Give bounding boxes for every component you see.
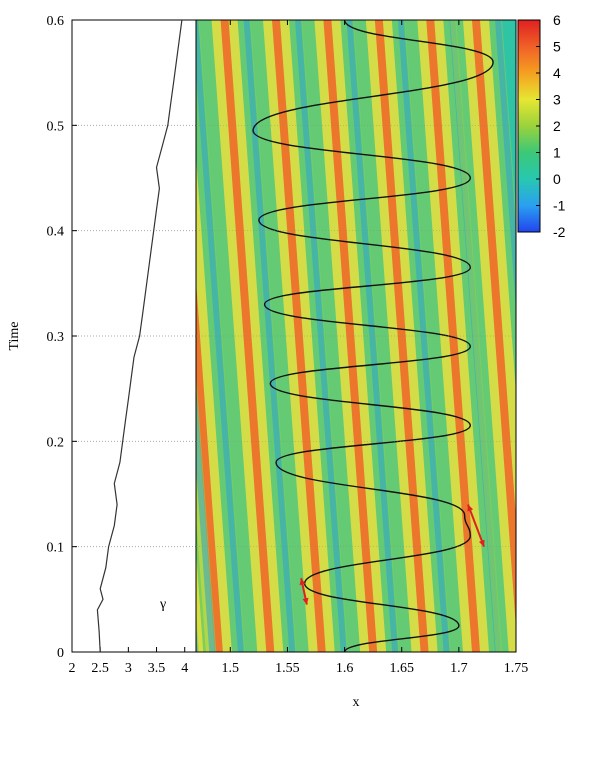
colorbar-tick-label: 4	[553, 65, 561, 81]
gamma-panel-frame	[71, 19, 197, 653]
colorbar-tick-label: -1	[553, 198, 566, 214]
y-tick-label: 0.4	[47, 225, 65, 240]
gamma-x-tick-label: 2.5	[91, 661, 109, 676]
y-tick-label: 0.5	[47, 119, 65, 134]
y-tick-label: 0.1	[47, 541, 65, 556]
gamma-annotation: γ	[159, 597, 166, 612]
gamma-x-tick-label: 3	[125, 661, 132, 676]
stripe-trough	[397, 20, 450, 652]
stripe-core	[426, 20, 480, 652]
red-arrow-head	[299, 578, 306, 586]
y-tick-label: 0.3	[47, 330, 65, 345]
stripe-trough	[346, 20, 399, 652]
stripe-mid	[463, 20, 516, 652]
stripe-trough	[196, 385, 216, 652]
x-axis-label: x	[353, 695, 360, 710]
stripe-trough	[196, 622, 199, 652]
colorbar-tick-label: 5	[553, 39, 561, 55]
colorbar-tick-label: -2	[553, 224, 566, 240]
colorbar-tick-label: 1	[553, 145, 561, 161]
heatmap-x-tick-label: 1.7	[450, 661, 468, 676]
heatmap-x-tick-label: 1.75	[504, 661, 529, 676]
y-tick-label: 0	[57, 646, 64, 661]
heatmap-x-tick-label: 1.6	[336, 661, 354, 676]
red-arrow-head	[302, 597, 309, 605]
stripe-core	[323, 20, 378, 652]
y-tick-label: 0.2	[47, 435, 65, 450]
trajectory-line	[252, 20, 494, 652]
stripe-trough	[495, 20, 516, 311]
stripe-trough	[196, 20, 244, 652]
red-arrow	[467, 504, 485, 548]
red-arrow-head	[467, 504, 474, 512]
heatmap-x-tick-label: 1.5	[222, 661, 240, 676]
colorbar-tick-label: 6	[553, 12, 561, 28]
colorbar-tick-label: 2	[553, 118, 561, 134]
heatmap-gridlines	[196, 124, 516, 548]
colorbar-ticks: 6 5 4 3 2 1 0 -1 -2	[536, 12, 566, 240]
stripe-outer	[196, 371, 217, 652]
stripe-trough	[243, 20, 296, 652]
red-arrow-head	[478, 539, 485, 547]
y-tick-label: 0.6	[47, 14, 65, 29]
red-arrow-markers	[299, 504, 485, 605]
heatmap-x-tick-label: 1.65	[389, 661, 414, 676]
stripe-core	[374, 20, 429, 652]
stripe-core	[472, 20, 516, 629]
colorbar-tick-label: 3	[553, 92, 561, 108]
stripe-core	[196, 280, 223, 652]
gamma-panel: 0 0.1 0.2 0.3 0.4 0.5 0.6 2 2.5 3 3.5 4 γ	[47, 14, 516, 676]
stripe-mid	[196, 551, 204, 652]
gamma-series-line	[96, 19, 183, 653]
heatmap-panel: 1.5 1.55 1.6 1.65 1.7 1.75	[195, 19, 529, 676]
heatmap-x-tick-label: 1.55	[275, 661, 300, 676]
heatmap-ticks: 1.5 1.55 1.6 1.65 1.7 1.75	[222, 20, 529, 676]
gamma-x-tick-label: 3.5	[148, 661, 166, 676]
gamma-x-tick-label: 4	[181, 661, 188, 676]
y-axis-label: Time	[7, 321, 22, 350]
colorbar: 6 5 4 3 2 1 0 -1 -2	[517, 12, 566, 240]
stripe-trough	[295, 20, 347, 652]
gamma-x-tick-label: 2	[69, 661, 76, 676]
colorbar-tick-label: 0	[553, 171, 561, 187]
